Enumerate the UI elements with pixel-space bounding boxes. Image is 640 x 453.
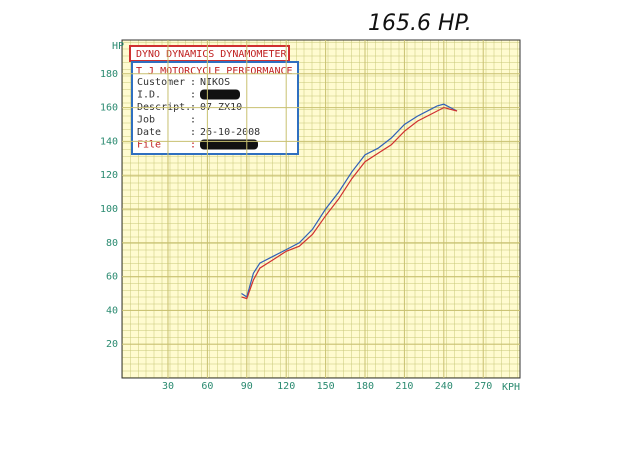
x-tick-label: 270 — [474, 381, 492, 392]
x-tick-label: 90 — [241, 381, 253, 392]
handwritten-note: 165.6 HP. — [368, 11, 472, 36]
y-tick-label: 80 — [106, 238, 118, 249]
x-tick-label: 240 — [435, 381, 453, 392]
x-tick-label: 150 — [317, 381, 335, 392]
chart-title: DYNO DYNAMICS DYNAMOMETER — [136, 49, 287, 60]
field-separator: : — [190, 140, 196, 151]
field-value: NIKOS — [200, 77, 230, 88]
y-axis-label: HP — [112, 41, 124, 52]
x-tick-label: 120 — [277, 381, 295, 392]
redaction — [200, 89, 240, 100]
redaction — [200, 139, 258, 150]
field-label: File — [137, 140, 161, 151]
series-line — [241, 106, 458, 300]
x-tick-label: 30 — [162, 381, 174, 392]
x-tick-label: 60 — [201, 381, 213, 392]
field-separator: : — [190, 127, 196, 138]
y-tick-label: 20 — [106, 339, 118, 350]
x-tick-label: 210 — [395, 381, 413, 392]
x-axis-label: KPH — [502, 382, 520, 393]
y-tick-label: 60 — [106, 272, 118, 283]
y-tick-label: 40 — [106, 305, 118, 316]
field-separator: : — [190, 115, 196, 126]
y-tick-label: 140 — [100, 136, 118, 147]
x-tick-label: 180 — [356, 381, 374, 392]
field-label: I.D. — [137, 90, 161, 101]
y-tick-label: 120 — [100, 170, 118, 181]
field-label: Job — [137, 115, 155, 126]
y-tick-label: 100 — [100, 204, 118, 215]
field-separator: : — [190, 90, 196, 101]
y-tick-label: 160 — [100, 103, 118, 114]
field-label: Customer — [137, 77, 185, 88]
y-tick-label: 180 — [100, 69, 118, 80]
field-value: 26-10-2008 — [200, 127, 260, 138]
chart-subtitle: T J MOTORCYCLE PERFORMANCE — [136, 66, 293, 77]
series-line — [241, 103, 458, 298]
field-separator: : — [190, 77, 196, 88]
field-label: Date — [137, 127, 161, 138]
